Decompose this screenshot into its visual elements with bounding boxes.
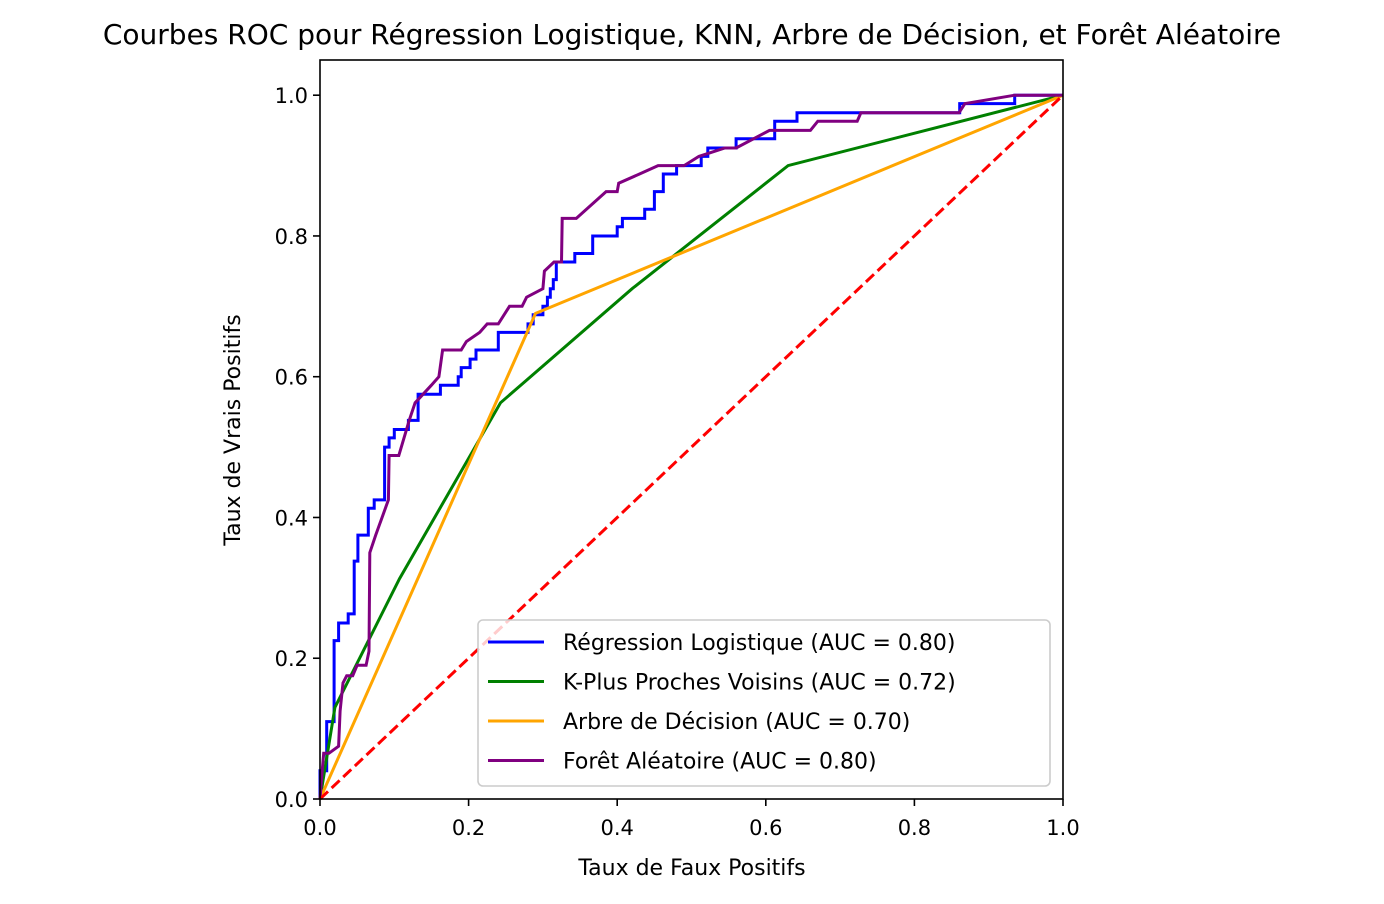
legend-box — [477, 619, 1051, 787]
x-tick-label: 0.8 — [898, 816, 931, 840]
y-tick-label: 0.2 — [275, 647, 308, 671]
x-axis-label: Taux de Faux Positifs — [577, 856, 805, 881]
axes-frame — [319, 59, 1064, 800]
series-line-3 — [318, 93, 1063, 800]
y-tick-label: 1.0 — [275, 84, 308, 108]
y-axis: 0.0 0.2 0.4 0.6 0.8 1.0 — [275, 84, 320, 812]
y-tick-label: 0.6 — [275, 366, 308, 390]
legend-label: Arbre de Décision (AUC = 0.70) — [563, 710, 910, 735]
legend-label: Forêt Aléatoire (AUC = 0.80) — [563, 750, 877, 775]
series-line-2 — [318, 93, 1064, 800]
series-line-0 — [318, 93, 1063, 799]
legend: Régression Logistique (AUC = 0.80) K-Plus… — [477, 619, 1051, 787]
y-axis-label: Taux de Vrais Positifs — [221, 314, 246, 546]
legend-label: Régression Logistique (AUC = 0.80) — [563, 631, 955, 656]
x-axis: 0.0 0.2 0.4 0.6 0.8 1.0 — [303, 799, 1080, 840]
x-tick-label: 0.4 — [600, 816, 633, 840]
chart-title: Courbes ROC pour Régression Logistique, … — [103, 18, 1281, 51]
x-tick-label: 0.0 — [303, 816, 336, 840]
chance-diagonal-line — [318, 94, 1065, 801]
y-tick-label: 0.4 — [275, 506, 308, 530]
y-tick-label: 0.0 — [275, 788, 308, 812]
x-tick-label: 1.0 — [1046, 816, 1079, 840]
legend-label: K-Plus Proches Voisins (AUC = 0.72) — [563, 671, 956, 696]
series-line-1 — [318, 93, 1064, 800]
plot-area — [318, 93, 1065, 801]
y-tick-label: 0.8 — [275, 225, 308, 249]
x-tick-label: 0.2 — [452, 816, 485, 840]
x-tick-label: 0.6 — [749, 816, 782, 840]
